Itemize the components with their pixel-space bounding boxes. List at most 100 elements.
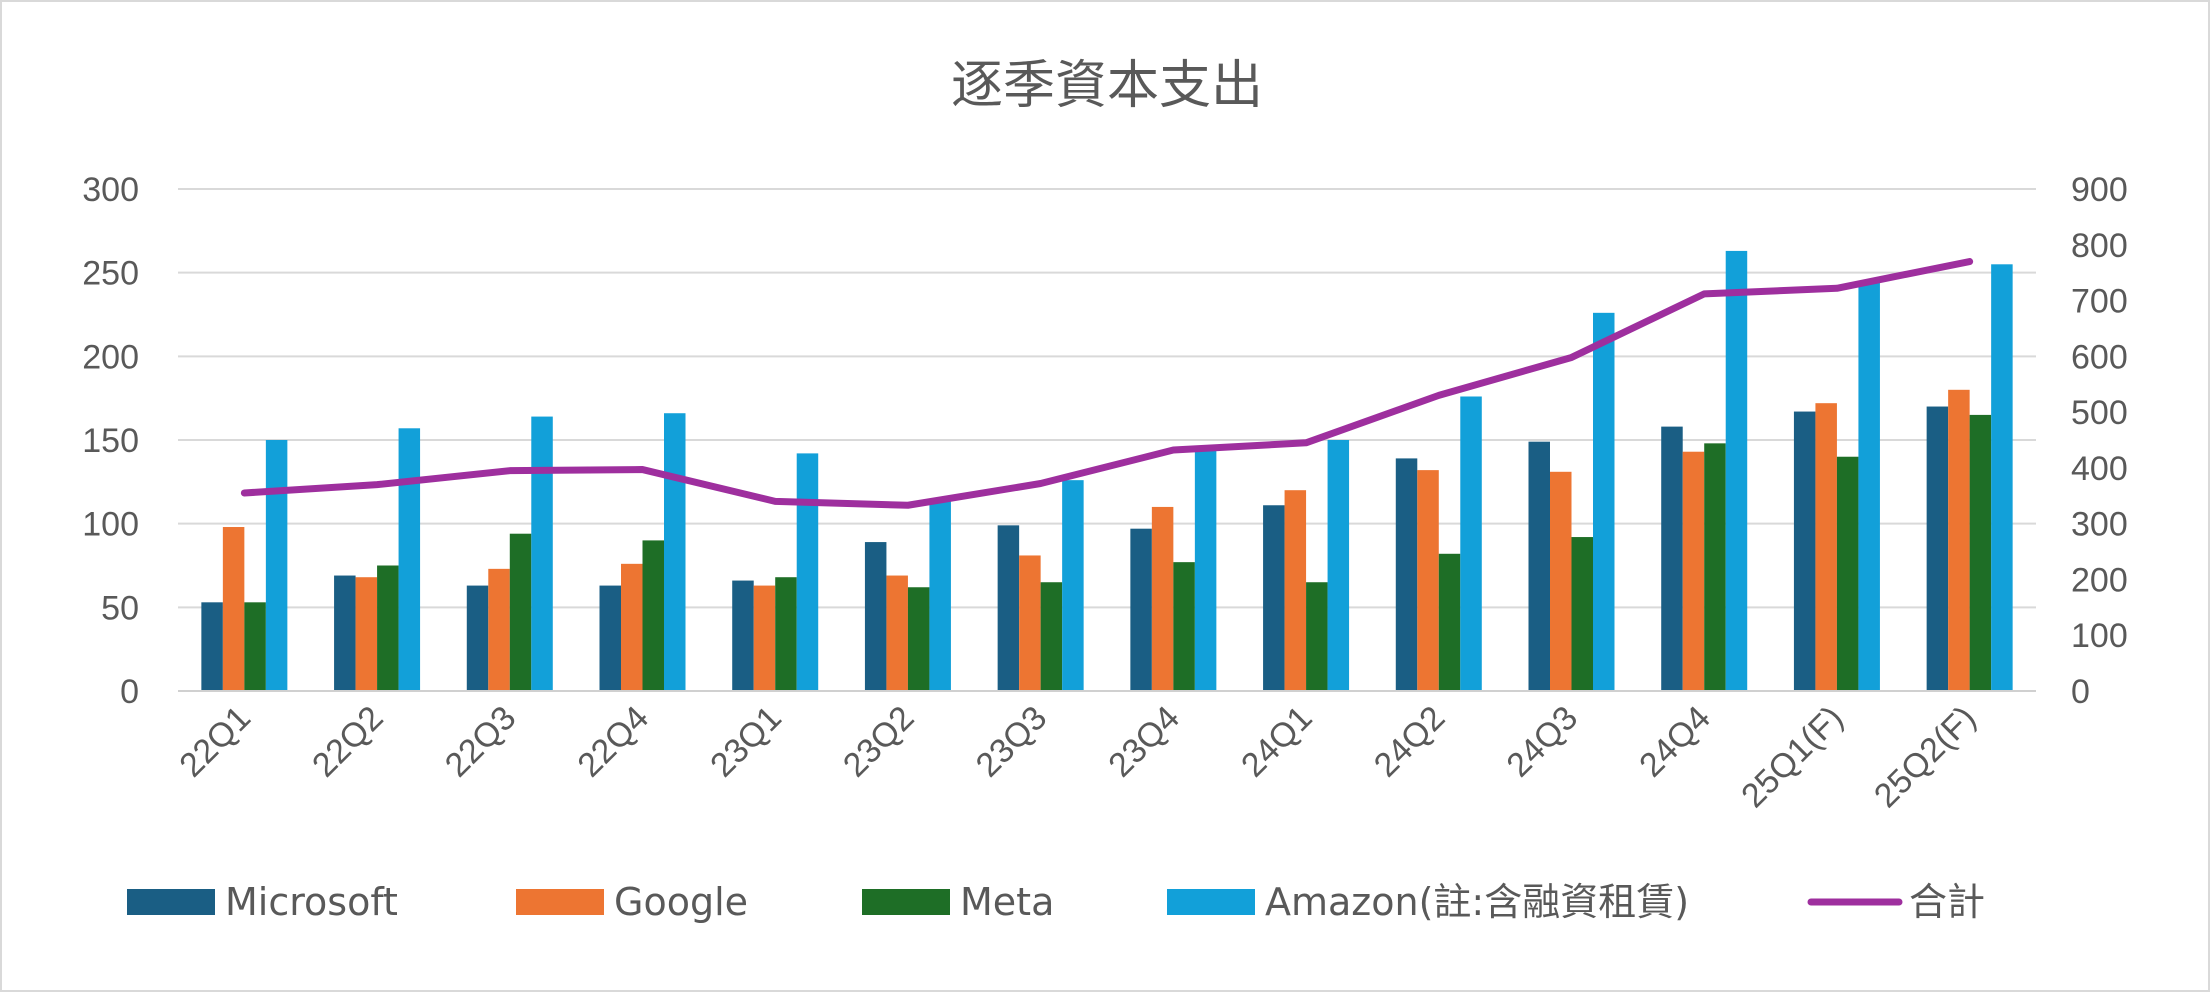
bar-meta	[1969, 414, 1992, 691]
right-tick-label: 900	[2071, 171, 2128, 209]
x-tick-label: 23Q4	[1101, 699, 1187, 785]
x-tick-label: 22Q3	[438, 699, 524, 785]
right-tick-label: 600	[2071, 338, 2128, 376]
bar-meta	[377, 565, 399, 691]
legend-label: Amazon(註:含融資租賃)	[1265, 880, 1689, 924]
left-tick-label: 0	[120, 673, 139, 711]
bar-microsoft	[201, 602, 223, 691]
x-tick-label: 23Q1	[703, 699, 789, 785]
left-tick-label: 100	[82, 506, 139, 544]
right-tick-label: 300	[2071, 506, 2128, 544]
bar-meta	[907, 587, 930, 691]
bar-amazon	[1593, 312, 1615, 691]
legend-swatch	[516, 889, 604, 915]
bar-amazon	[929, 500, 951, 691]
x-tick-label: 23Q3	[969, 699, 1055, 785]
x-tick-label: 24Q2	[1367, 699, 1453, 785]
bar-google	[1550, 471, 1572, 691]
bar-google	[886, 575, 908, 691]
legend-swatch	[1167, 889, 1255, 915]
x-tick-label: 24Q3	[1499, 699, 1585, 785]
left-axis: 0 50 100 150 200 250 300	[82, 171, 139, 711]
bar-meta	[1704, 443, 1726, 691]
right-tick-label: 400	[2071, 450, 2128, 488]
bars	[201, 250, 2013, 691]
right-tick-label: 200	[2071, 561, 2128, 599]
bar-meta	[1438, 553, 1461, 691]
legend-label: Meta	[960, 880, 1054, 924]
bar-amazon	[531, 416, 553, 691]
left-tick-label: 300	[82, 171, 139, 209]
right-tick-label: 0	[2071, 673, 2090, 711]
bar-google	[488, 568, 510, 691]
bar-microsoft	[599, 585, 621, 691]
bar-microsoft	[1130, 528, 1152, 691]
x-tick-label: 23Q2	[836, 699, 922, 785]
bar-google	[1815, 403, 1837, 691]
bar-google	[355, 577, 378, 691]
right-tick-label: 700	[2071, 283, 2128, 321]
x-tick-label: 22Q4	[570, 699, 656, 785]
bar-amazon	[1991, 264, 2013, 691]
bar-meta	[1571, 537, 1593, 691]
bar-google	[1019, 555, 1041, 691]
left-tick-label: 250	[82, 255, 139, 293]
left-tick-label: 200	[82, 338, 139, 376]
bar-amazon	[398, 428, 421, 691]
bar-amazon	[1725, 250, 1748, 691]
bar-amazon	[1327, 440, 1350, 691]
bar-meta	[1040, 582, 1063, 691]
bar-amazon	[1460, 396, 1482, 691]
bar-microsoft	[1661, 426, 1683, 691]
legend-label: Microsoft	[225, 880, 398, 924]
bar-amazon	[1194, 448, 1217, 691]
x-tick-label: 22Q1	[172, 699, 258, 785]
total-line-layer	[240, 258, 1974, 509]
bar-google	[1284, 490, 1307, 691]
bar-microsoft	[1395, 458, 1418, 691]
bar-meta	[1306, 582, 1328, 691]
legend-swatch	[127, 889, 215, 915]
bar-microsoft	[1793, 411, 1816, 691]
total-line	[240, 258, 1974, 509]
bar-amazon	[1858, 281, 1880, 691]
x-axis-labels: 22Q1 22Q2 22Q3 22Q4 23Q1 23Q2 23Q3 23Q4 24Q1 24Q2…	[172, 699, 1983, 815]
bar-meta	[509, 533, 532, 691]
bar-google	[1151, 506, 1174, 691]
legend: Microsoft Google Meta Amazon(註:含融資租賃) 合計	[127, 880, 1985, 924]
bar-meta	[244, 602, 266, 691]
x-tick-label: 22Q2	[305, 699, 391, 785]
legend-swatch	[862, 889, 950, 915]
x-tick-label: 24Q4	[1632, 699, 1718, 785]
bar-meta	[642, 540, 664, 691]
bar-microsoft	[1263, 505, 1285, 691]
left-tick-label: 150	[82, 422, 139, 460]
bar-microsoft	[997, 525, 1020, 691]
bar-microsoft	[1528, 441, 1550, 691]
x-tick-label: 25Q2(F)	[1867, 699, 1983, 815]
right-tick-label: 100	[2071, 617, 2128, 655]
bar-amazon	[1062, 480, 1084, 691]
chart-title: 逐季資本支出	[951, 56, 1263, 116]
bar-microsoft	[864, 542, 887, 691]
bar-microsoft	[334, 575, 356, 691]
legend-label: Google	[614, 880, 748, 924]
bar-google	[1948, 389, 1970, 691]
right-tick-label: 500	[2071, 394, 2128, 432]
bar-microsoft	[1926, 406, 1949, 691]
bar-google	[753, 585, 776, 691]
bar-amazon	[265, 440, 288, 691]
bar-microsoft	[732, 580, 754, 691]
x-tick-label: 25Q1(F)	[1734, 699, 1850, 815]
bar-meta	[775, 577, 797, 691]
bar-microsoft	[466, 585, 489, 691]
x-tick-label: 24Q1	[1234, 699, 1320, 785]
bar-amazon	[664, 413, 686, 691]
bar-google	[222, 527, 245, 691]
right-axis: 0 100 200 300 400 500 600 700 800 900	[2071, 171, 2128, 711]
bar-meta	[1173, 562, 1195, 691]
bar-amazon	[796, 453, 819, 691]
legend-label: 合計	[1909, 880, 1985, 924]
